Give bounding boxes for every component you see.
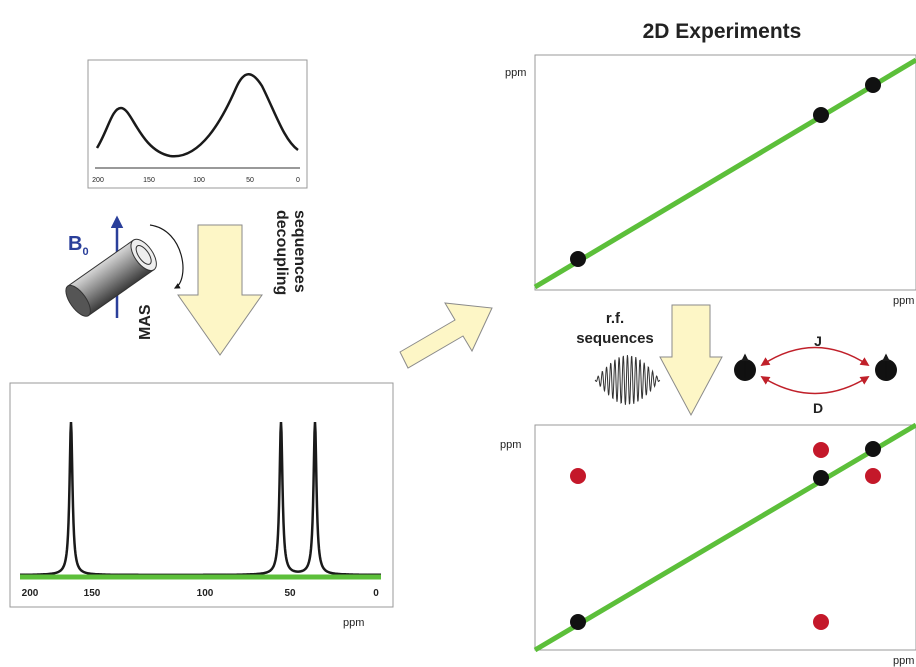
tick-label: 50 [284, 588, 296, 599]
tick-label: 200 [92, 177, 104, 184]
tick-label: 0 [296, 177, 300, 184]
arrow [659, 304, 723, 417]
rotor-cap-inner [135, 244, 152, 265]
tick-label: 50 [246, 177, 254, 184]
peak [570, 251, 586, 267]
x-label: ppm [893, 295, 914, 307]
spins: J D [734, 333, 897, 416]
coupling-label: D [813, 400, 823, 416]
tick-label: 150 [143, 177, 155, 184]
y-label: ppm [505, 67, 526, 79]
peak [813, 470, 829, 486]
spectrum-curve [95, 73, 299, 158]
plot-2d-bottom: ppm ppm [500, 422, 916, 667]
title: 2D Experiments [643, 20, 802, 43]
field-label: B0 [68, 233, 89, 258]
coupling-label: J [814, 333, 822, 349]
cross-peak [865, 468, 881, 484]
rotor-cap [130, 238, 157, 272]
peak [813, 107, 829, 123]
cross-peak [813, 614, 829, 630]
cross-peak [570, 468, 586, 484]
diagonal [533, 57, 916, 290]
peak [865, 441, 881, 457]
rotor-end [65, 284, 91, 317]
x-label: ppm [893, 655, 914, 667]
spin-label: MAS [137, 304, 154, 340]
rf-label: sequences [576, 330, 654, 347]
rotor: B0 MAS [65, 215, 184, 340]
y-label: ppm [500, 439, 521, 451]
coupling-arrow [760, 376, 870, 395]
axis-label: ppm [343, 617, 364, 629]
tick-label: 0 [373, 588, 379, 599]
arrow [399, 302, 493, 369]
panel [87, 59, 308, 189]
peak [570, 614, 586, 630]
peak [865, 77, 881, 93]
tick-label: 100 [197, 588, 214, 599]
tick-label: 200 [22, 588, 39, 599]
coupling-arrow [760, 346, 870, 366]
rf-waveform [594, 355, 661, 405]
plot-2d-top: ppm ppm [505, 54, 916, 307]
diagonal [533, 422, 916, 653]
arrow [177, 224, 263, 356]
rf-label: r.f. [606, 310, 624, 327]
sharp-spectrum: 200 150 100 50 0 ppm [9, 382, 394, 629]
decoupling-label: decoupling [273, 210, 290, 295]
decoupling-label: sequences [291, 210, 308, 293]
spin-arrow [149, 224, 184, 289]
tick-label: 150 [84, 588, 101, 599]
tick-label: 100 [193, 177, 205, 184]
broad-spectrum: 200 150 100 50 0 [87, 59, 308, 189]
cross-peak [813, 442, 829, 458]
